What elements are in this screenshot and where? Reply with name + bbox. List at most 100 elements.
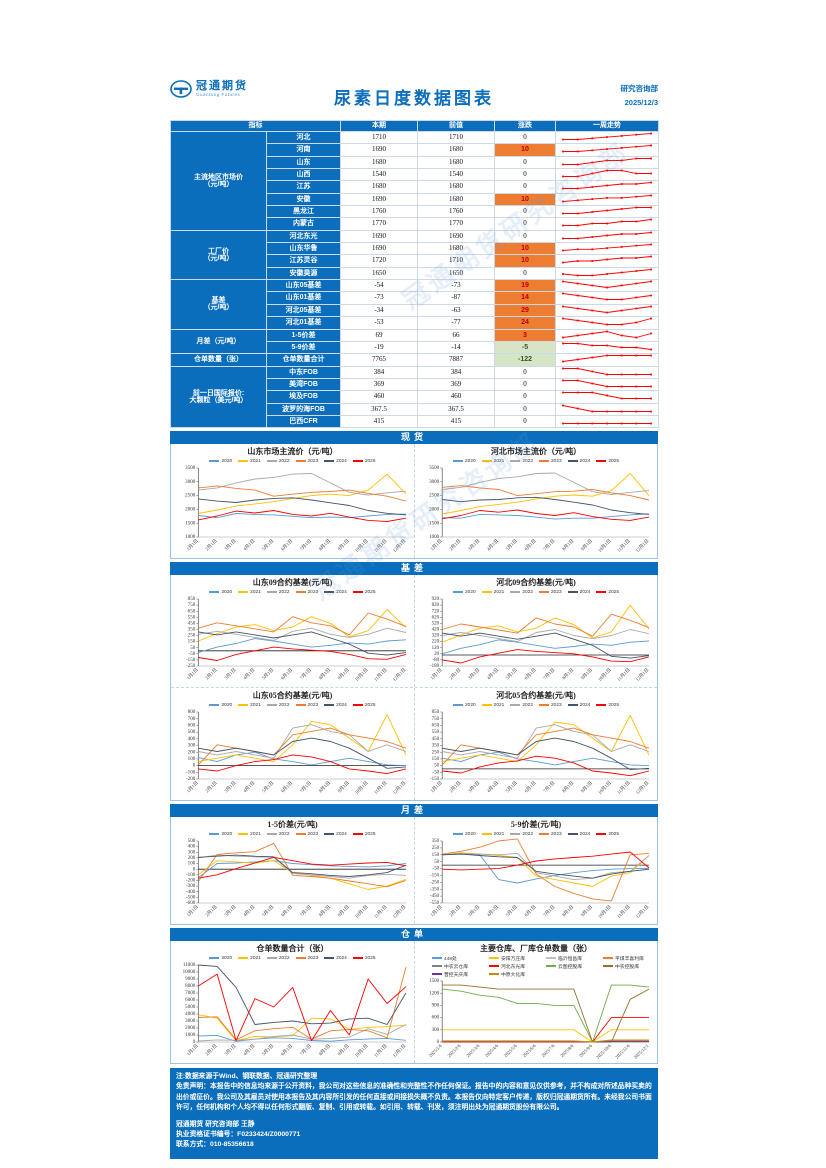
legend-label: 2022 [278, 702, 290, 708]
legend-label: 2025 [364, 831, 376, 837]
legend-item: 2025 [352, 701, 376, 709]
legend-item: 2020 [209, 701, 232, 709]
legend-label: 2022 [278, 955, 290, 961]
legend-label: 2024 [336, 831, 347, 837]
current-value: -34 [340, 303, 418, 318]
change-value: 10 [494, 242, 556, 256]
table-row: 山西 1540 1540 0 [171, 168, 659, 182]
svg-text:550: 550 [188, 616, 196, 621]
chart-plot-holder: 1000 1500 2000 2500 3000 3500 1月1日 2月1日 3月1日 4月1日… [418, 465, 654, 557]
svg-text:9000: 9000 [185, 977, 196, 982]
legend-item: 2021 [481, 457, 504, 465]
svg-text:3月1日: 3月1日 [223, 780, 237, 794]
trend-sparkline [562, 330, 652, 338]
legend-swatch [603, 965, 613, 968]
svg-text:6月1日: 6月1日 [524, 667, 538, 681]
svg-text:12月1日: 12月1日 [392, 667, 408, 683]
change-value: 0 [494, 402, 556, 416]
svg-text:800: 800 [188, 710, 196, 715]
svg-text:1月1日: 1月1日 [430, 667, 444, 681]
previous-value: 7887 [417, 353, 495, 367]
legend-item: 2020 [209, 954, 232, 962]
svg-text:8月1日: 8月1日 [318, 1043, 332, 1057]
row-label: 河北01基差 [266, 316, 341, 330]
svg-text:300: 300 [188, 851, 196, 856]
svg-text:9月1日: 9月1日 [580, 538, 594, 552]
contact-phone: 联系方式：010-85356618 [176, 1141, 254, 1149]
svg-text:2月1日: 2月1日 [448, 538, 462, 552]
legend-label: 平煤丰喜利库 [615, 956, 644, 962]
svg-text:-300: -300 [186, 885, 196, 890]
col-trend: 一周走势 [555, 120, 659, 132]
svg-text:1月1日: 1月1日 [430, 904, 444, 918]
current-value: 415 [340, 414, 418, 429]
row-label: 美湾FOB [266, 377, 341, 392]
svg-text:5月1日: 5月1日 [505, 904, 519, 918]
svg-text:-50: -50 [189, 652, 196, 657]
current-value: 1680 [340, 155, 418, 170]
legend-item: 2021 [238, 954, 261, 962]
legend-swatch [489, 957, 499, 960]
legend-label: 2023 [551, 458, 562, 464]
trend-cell [555, 242, 659, 256]
current-value: 369 [340, 377, 418, 392]
svg-text:200: 200 [188, 856, 196, 861]
svg-text:6月1日: 6月1日 [280, 538, 294, 552]
legend-swatch [539, 833, 549, 836]
legend-item: 2022 [510, 457, 533, 465]
legend-item: 2022 [266, 954, 290, 962]
svg-text:700: 700 [188, 717, 196, 722]
col-indicator: 指标 [170, 120, 341, 132]
svg-text:100: 100 [188, 757, 196, 762]
trend-cell [555, 365, 659, 379]
current-value: 367.5 [340, 402, 418, 416]
table-row: 河北05基差 -34 -63 29 [171, 303, 659, 318]
legend-swatch [567, 460, 578, 463]
svg-text:1月1日: 1月1日 [186, 780, 200, 794]
svg-text:11000: 11000 [183, 963, 196, 968]
svg-text:12月1日: 12月1日 [392, 1043, 408, 1059]
current-value: 460 [340, 390, 418, 404]
legend-item: 2020 [452, 701, 476, 709]
svg-text:600: 600 [432, 1016, 440, 1021]
svg-text:550: 550 [432, 731, 440, 736]
svg-text:20: 20 [434, 652, 440, 657]
svg-text:4月1日: 4月1日 [242, 780, 256, 794]
svg-text:1000: 1000 [429, 535, 440, 540]
legend-label: 2021 [493, 702, 505, 708]
current-value: 1770 [340, 217, 418, 231]
legend-swatch [352, 957, 363, 960]
legend-item: 安阳万庄库 [489, 954, 525, 962]
svg-text:1200: 1200 [429, 992, 440, 997]
svg-text:-250: -250 [186, 664, 196, 669]
svg-text:3月1日: 3月1日 [467, 538, 481, 552]
change-value: 0 [494, 377, 556, 392]
svg-text:-150: -150 [430, 874, 440, 879]
change-value: 0 [494, 130, 556, 145]
legend-label: 2024 [336, 589, 347, 595]
svg-text:2月1日: 2月1日 [204, 1043, 218, 1057]
trend-cell [555, 390, 659, 404]
chart-title: 仓单数量合计（张） [256, 944, 329, 954]
legend-label: 2022 [278, 458, 290, 464]
svg-text:450: 450 [432, 737, 440, 742]
legend-item: 2020 [452, 830, 476, 838]
change-value: 29 [494, 303, 556, 318]
svg-text:6月1日: 6月1日 [524, 538, 538, 552]
svg-text:920: 920 [432, 597, 440, 602]
previous-value: -63 [417, 303, 495, 318]
legend-swatch [238, 591, 249, 594]
legend-swatch [209, 833, 220, 836]
legend-item: 2025 [596, 701, 619, 709]
legend-label: 2023 [307, 589, 319, 595]
svg-text:8月1日: 8月1日 [318, 904, 332, 918]
legend-swatch [567, 833, 578, 836]
svg-text:6月1日: 6月1日 [280, 780, 294, 794]
legend-item: 2025 [352, 954, 376, 962]
section-spot: 山东市场主流价（元/吨） 2020 2021 2022 2023 2024 2025 1000… [170, 444, 658, 560]
report-date: 2025/12/3 [624, 97, 658, 107]
legend-label: 2020 [464, 831, 476, 837]
svg-text:150: 150 [188, 640, 196, 645]
legend-item: 2021 [238, 457, 261, 465]
current-value: 1690 [340, 143, 418, 157]
